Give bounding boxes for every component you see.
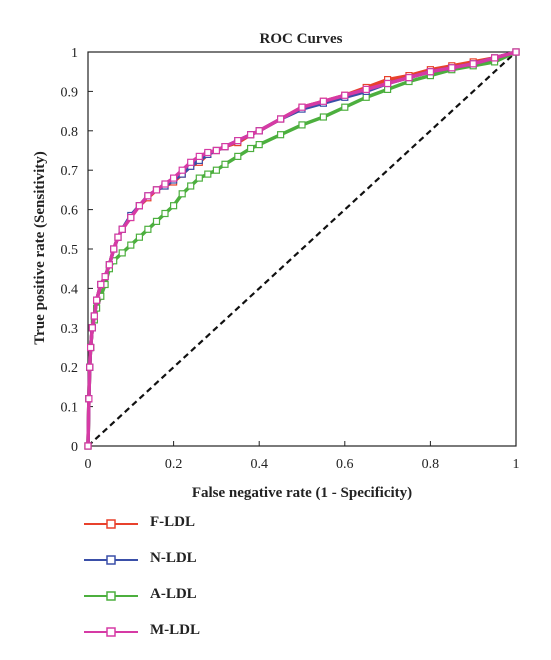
data-point-m-ldl xyxy=(86,363,94,371)
data-point-m-ldl xyxy=(247,131,255,139)
reference-diagonal-line xyxy=(87,51,517,447)
x-axis-label: False negative rate (1 - Specificity) xyxy=(192,485,412,501)
data-point-m-ldl xyxy=(84,442,92,450)
legend-label-n-ldl: N-LDL xyxy=(150,550,197,566)
x-tick-label: 1 xyxy=(513,457,520,472)
data-point-a-ldl xyxy=(144,225,152,233)
data-point-a-ldl xyxy=(178,190,186,198)
data-point-m-ldl xyxy=(178,166,186,174)
data-point-m-ldl xyxy=(319,97,327,105)
y-tick-label: 0.2 xyxy=(61,361,79,376)
data-point-m-ldl xyxy=(86,343,95,352)
data-point-m-ldl xyxy=(127,213,135,222)
data-point-m-ldl xyxy=(105,261,114,269)
data-point-a-ldl xyxy=(212,166,220,174)
legend-label-f-ldl: F-LDL xyxy=(150,514,195,530)
data-point-a-ldl xyxy=(319,113,327,121)
data-point-a-ldl xyxy=(152,217,161,225)
data-point-a-ldl xyxy=(255,141,263,149)
data-point-m-ldl xyxy=(195,152,203,160)
legend-swatch-n-ldl xyxy=(84,555,138,565)
y-tick-label: 0.8 xyxy=(61,125,79,140)
data-point-a-ldl xyxy=(298,121,306,129)
data-point-m-ldl xyxy=(298,103,306,111)
data-point-a-ldl xyxy=(221,160,229,168)
data-point-m-ldl xyxy=(491,54,499,62)
data-point-m-ldl xyxy=(170,174,178,182)
data-point-m-ldl xyxy=(135,202,143,210)
y-tick-label: 0.6 xyxy=(61,204,79,219)
data-point-a-ldl xyxy=(170,202,178,210)
data-point-m-ldl xyxy=(161,180,169,188)
data-point-a-ldl xyxy=(187,182,195,190)
data-point-m-ldl xyxy=(221,143,229,151)
data-point-m-ldl xyxy=(426,68,434,76)
y-tick-label: 0.4 xyxy=(61,282,79,297)
data-point-m-ldl xyxy=(341,91,349,99)
data-point-a-ldl xyxy=(204,170,212,178)
data-point-m-ldl xyxy=(90,312,99,320)
data-point-m-ldl xyxy=(277,115,285,123)
data-point-m-ldl xyxy=(88,324,96,332)
data-point-m-ldl xyxy=(118,225,126,233)
x-tick-label: 0.4 xyxy=(250,457,268,472)
data-point-m-ldl xyxy=(114,233,122,241)
data-point-m-ldl xyxy=(362,85,370,94)
data-point-m-ldl xyxy=(448,64,456,72)
y-axis-label: True positive rate (Sensitivity) xyxy=(32,151,48,344)
data-point-a-ldl xyxy=(277,131,285,139)
data-point-m-ldl xyxy=(255,127,263,135)
y-tick-label: 0.3 xyxy=(61,322,79,337)
legend-swatch-f-ldl xyxy=(84,519,138,529)
legend-label-m-ldl: M-LDL xyxy=(150,622,200,638)
data-point-a-ldl xyxy=(127,241,135,249)
data-point-m-ldl xyxy=(384,79,392,88)
data-point-a-ldl xyxy=(135,233,143,241)
data-point-a-ldl xyxy=(247,144,255,153)
legend-swatch-a-ldl xyxy=(84,591,138,601)
data-point-m-ldl xyxy=(92,296,101,304)
data-point-m-ldl xyxy=(152,186,161,194)
data-point-m-ldl xyxy=(85,395,93,403)
data-point-a-ldl xyxy=(234,152,242,160)
legend-label-a-ldl: A-LDL xyxy=(150,586,197,602)
chart-title: ROC Curves xyxy=(260,31,343,47)
data-point-a-ldl xyxy=(362,93,370,101)
data-point-a-ldl xyxy=(341,103,349,111)
data-point-m-ldl xyxy=(97,280,105,289)
data-point-a-ldl xyxy=(384,85,392,94)
data-point-m-ldl xyxy=(101,273,109,281)
data-point-a-ldl xyxy=(195,174,203,182)
data-point-m-ldl xyxy=(405,73,413,82)
data-point-m-ldl xyxy=(234,137,242,145)
data-point-a-ldl xyxy=(118,249,126,257)
y-tick-label: 0.5 xyxy=(61,243,79,258)
x-tick-label: 0 xyxy=(85,457,92,472)
series-line-m-ldl xyxy=(86,50,517,447)
data-point-m-ldl xyxy=(204,148,212,157)
data-point-a-ldl xyxy=(161,209,169,218)
legend-swatch-m-ldl xyxy=(84,627,138,637)
data-point-m-ldl xyxy=(144,192,152,200)
y-tick-label: 0 xyxy=(71,440,78,455)
data-point-m-ldl xyxy=(110,245,118,253)
y-tick-label: 0.9 xyxy=(61,85,79,100)
data-point-m-ldl xyxy=(212,146,220,155)
x-tick-label: 0.2 xyxy=(165,457,183,472)
x-tick-label: 0.8 xyxy=(422,457,440,472)
x-tick-label: 0.6 xyxy=(336,457,354,472)
y-tick-label: 1 xyxy=(71,46,78,61)
y-tick-label: 0.7 xyxy=(61,164,79,179)
data-point-m-ldl xyxy=(187,158,195,166)
data-point-m-ldl xyxy=(512,48,520,56)
plot-area: 0 0.1 0.2 0.3 0.4 0.5 0.6 0.7 0.8 0.9 1 0 0.2 0.4 0.6 0… xyxy=(61,46,520,472)
data-point-m-ldl xyxy=(469,60,477,68)
y-tick-label: 0.1 xyxy=(61,401,79,416)
